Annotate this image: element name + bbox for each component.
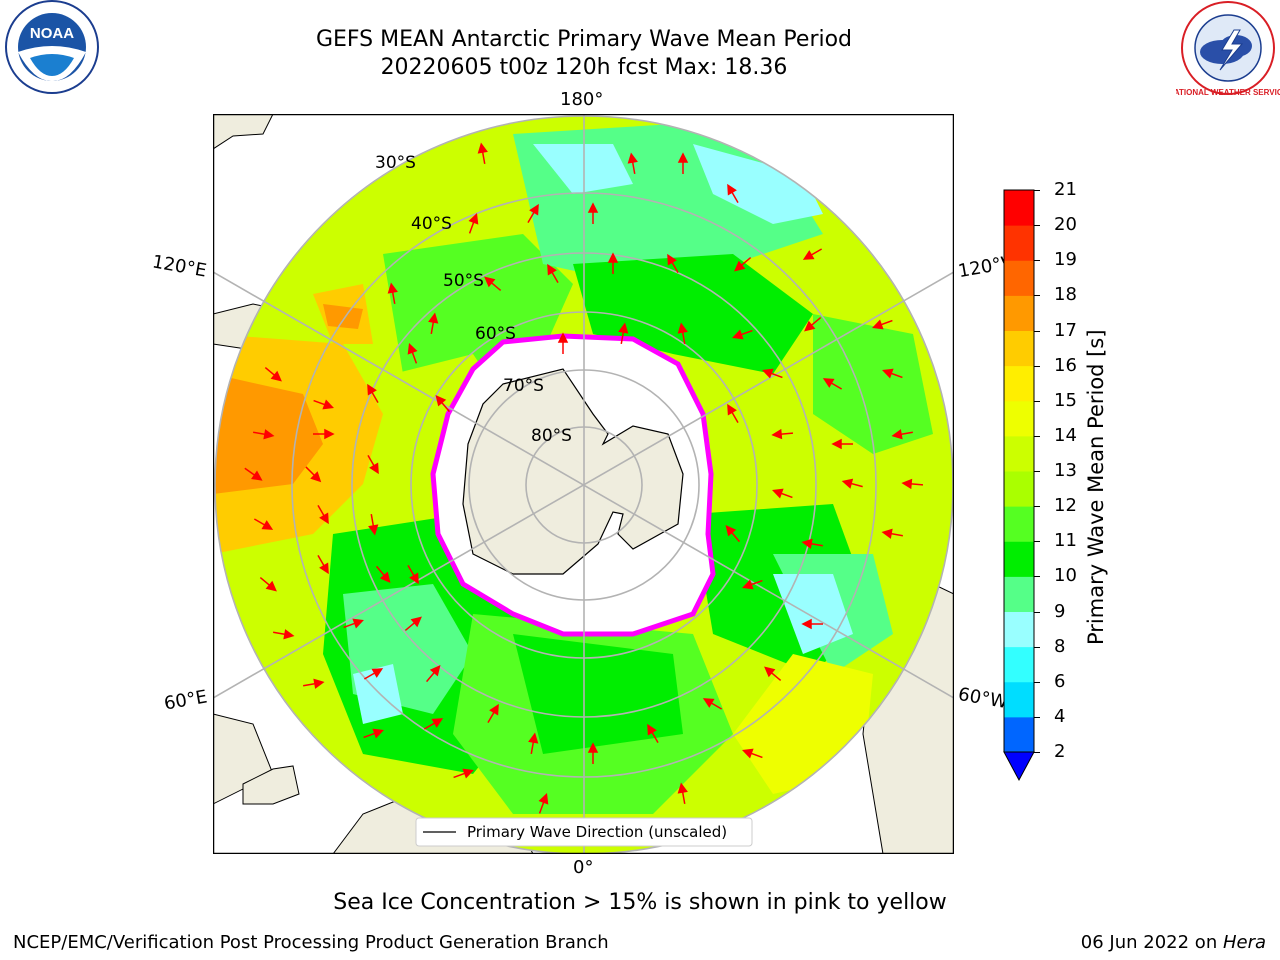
colorbar-segment: [1004, 400, 1034, 437]
lat-label-30s: 30°S: [375, 153, 416, 173]
colorbar-tick-mark: [1034, 260, 1040, 262]
colorbar-tick-mark: [1034, 400, 1040, 402]
colorbar-segment: [1004, 506, 1034, 542]
colorbar-tick-mark: [1034, 330, 1040, 332]
colorbar-tick-label: 15: [1054, 389, 1077, 411]
chart-title: GEFS MEAN Antarctic Primary Wave Mean Pe…: [315, 27, 853, 52]
colorbar-tick-mark: [1034, 611, 1040, 613]
colorbar-tick-label: 2: [1054, 741, 1066, 762]
colorbar-tick-label: 16: [1054, 354, 1077, 376]
colorbar-tick-mark: [1034, 365, 1040, 367]
colorbar-tick-label: 13: [1054, 460, 1077, 481]
legend-text: Primary Wave Direction (unscaled): [467, 823, 727, 841]
footer-date: 06 Jun 2022 on Hera: [1081, 932, 1266, 953]
latitude-labels: 30°S 40°S 50°S 60°S 70°S 80°S: [375, 153, 572, 446]
colorbar-label: Primary Wave Mean Period [s]: [1084, 329, 1108, 645]
lat-label-60s: 60°S: [475, 324, 516, 344]
footer-branch: NCEP/EMC/Verification Post Processing Pr…: [13, 932, 609, 953]
colorbar-tick-label: 19: [1054, 249, 1077, 271]
colorbar-segment: [1004, 330, 1034, 367]
footer-machine: Hera: [1222, 932, 1266, 953]
antarctic-map: 30°S 40°S 50°S 60°S 70°S 80°S Primary Wa…: [213, 114, 954, 854]
colorbar-tick-mark: [1034, 435, 1040, 437]
lat-label-80s: 80°S: [531, 426, 572, 446]
colorbar-tick-label: 14: [1054, 424, 1077, 446]
colorbar-tick-label: 10: [1054, 565, 1077, 587]
colorbar-tick-label: 4: [1054, 705, 1066, 727]
sea-ice-caption: Sea Ice Concentration > 15% is shown in …: [333, 890, 947, 915]
colorbar-tick-label: 20: [1054, 214, 1077, 236]
colorbar-tick-mark: [1034, 471, 1040, 472]
colorbar-tick-label: 18: [1054, 284, 1077, 306]
colorbar-tick-mark: [1034, 646, 1040, 648]
colorbar-tick-label: 9: [1054, 600, 1066, 622]
legend-box: [415, 817, 753, 847]
colorbar-tick-mark: [1034, 681, 1040, 683]
noaa-logo: NOAA: [5, 0, 99, 94]
colorbar-segment: [1004, 295, 1034, 331]
colorbar-segment: [1004, 681, 1034, 718]
colorbar-segment: [1004, 646, 1034, 683]
colorbar-tick-label: 17: [1054, 319, 1077, 341]
colorbar-segment: [1004, 435, 1034, 472]
colorbar-segment: [1004, 611, 1034, 648]
colorbar-under-triangle: [1003, 751, 1035, 782]
colorbar-tick-label: 12: [1054, 495, 1077, 517]
colorbar-tick-label: 21: [1054, 179, 1077, 200]
colorbar-tick-mark: [1034, 541, 1040, 543]
colorbar-tick-mark: [1034, 190, 1040, 191]
wave-direction-arrows: [244, 142, 924, 814]
colorbar-segment: [1004, 716, 1034, 753]
colorbar-tick-mark: [1034, 225, 1040, 227]
colorbar-tick-label: 8: [1054, 635, 1066, 657]
noaa-logo-text: NOAA: [30, 25, 74, 42]
nws-logo-text: NATIONAL WEATHER SERVICE: [1176, 88, 1280, 97]
colorbar-tick-mark: [1034, 752, 1040, 753]
colorbar-segment: [1004, 225, 1034, 261]
lon-label-0: 0°: [573, 857, 594, 878]
lat-label-40s: 40°S: [411, 214, 452, 234]
map-border: [213, 114, 954, 854]
colorbar-segment: [1004, 190, 1034, 226]
colorbar-segment: [1004, 471, 1034, 507]
colorbar-tick-label: 6: [1054, 670, 1066, 692]
colorbar-segment: [1004, 260, 1034, 296]
colorbar: [1003, 189, 1035, 782]
lat-label-50s: 50°S: [443, 271, 484, 291]
colorbar-segment: [1004, 576, 1034, 612]
colorbar-tick-mark: [1034, 716, 1040, 718]
colorbar-segment: [1004, 541, 1034, 577]
footer-date-text: 06 Jun 2022 on: [1080, 932, 1223, 953]
chart-subtitle: 20220605 t00z 120h fcst Max: 18.36: [380, 55, 788, 80]
lon-label-120e: 120°E: [150, 251, 209, 282]
lat-label-70s: 70°S: [503, 376, 544, 396]
colorbar-segment: [1004, 365, 1034, 402]
lon-label-60e: 60°E: [162, 686, 209, 715]
colorbar-tick-label: 11: [1054, 530, 1077, 552]
lon-label-180: 180°: [560, 89, 604, 110]
colorbar-tick-mark: [1034, 576, 1040, 578]
nws-logo: NATIONAL WEATHER SERVICE: [1176, 1, 1280, 97]
colorbar-tick-mark: [1034, 295, 1040, 297]
colorbar-tick-mark: [1034, 506, 1040, 508]
